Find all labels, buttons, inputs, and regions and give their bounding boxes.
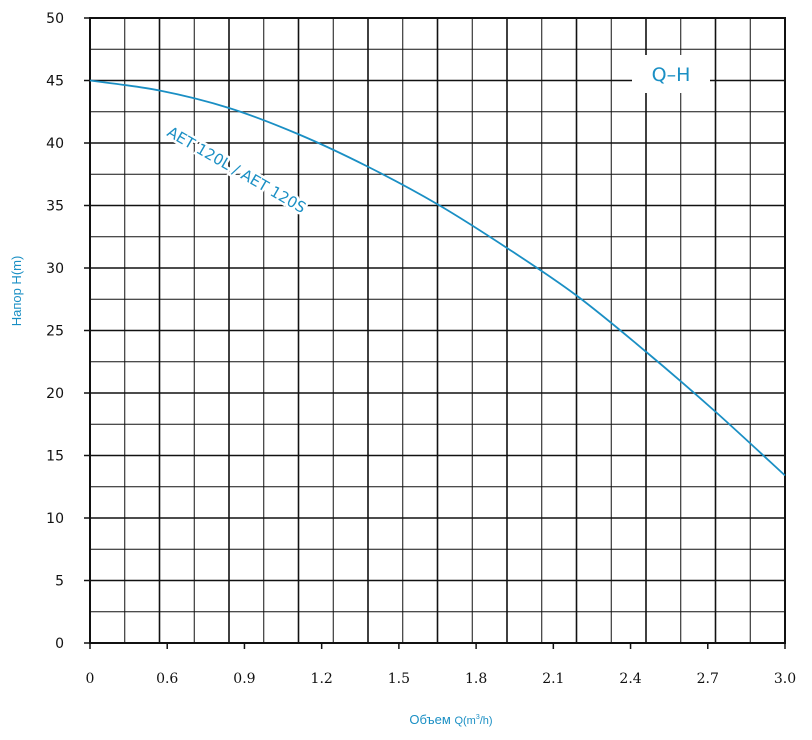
x-axis-label-main: Объем: [409, 712, 454, 727]
x-axis-label-tail: /h): [480, 715, 493, 727]
x-tick-label: 0: [86, 671, 95, 687]
grid: [90, 18, 785, 643]
x-tick-label: 3.0: [774, 671, 796, 687]
y-tick-labels: 0 5 10 15 20 25 30 35 40 45 50: [46, 11, 90, 652]
x-tick-label: 0.9: [233, 671, 255, 687]
x-tick-label: 2.7: [697, 671, 719, 687]
series-label: AET 120L / AET 120S: [164, 123, 309, 217]
y-tick-label: 30: [46, 261, 64, 277]
x-tick-label: 1.5: [388, 671, 410, 687]
y-tick-label: 5: [55, 574, 64, 590]
y-tick-label: 40: [46, 136, 64, 152]
x-tick-label: 2.4: [619, 671, 641, 687]
y-tick-label: 10: [46, 511, 64, 527]
series-line: [89, 79, 786, 477]
y-tick-label: 15: [46, 449, 64, 465]
legend-box: [632, 55, 710, 93]
x-tick-labels: 0 0.6 0.9 1.2 1.5 1.8 2.1 2.4 2.7 3.0: [86, 643, 796, 687]
legend-title: Q–H: [652, 64, 691, 86]
x-tick-label: 1.8: [465, 671, 487, 687]
x-axis-label: Объем Q(m3/h): [409, 712, 492, 727]
y-tick-label: 25: [46, 324, 64, 340]
x-axis-label-quantity: Q(m: [454, 715, 475, 727]
y-tick-label: 50: [46, 11, 64, 27]
y-tick-label: 0: [55, 636, 64, 652]
y-tick-label: 20: [46, 386, 64, 402]
x-tick-label: 2.1: [542, 671, 564, 687]
x-tick-label: 1.2: [311, 671, 333, 687]
y-axis-label: Напор H(m): [9, 256, 24, 327]
y-tick-label: 45: [46, 74, 64, 90]
y-tick-label: 35: [46, 199, 64, 215]
x-axis-label-superscript: 3: [476, 714, 480, 721]
x-tick-label: 0.6: [156, 671, 178, 687]
series-layer: [89, 79, 786, 477]
